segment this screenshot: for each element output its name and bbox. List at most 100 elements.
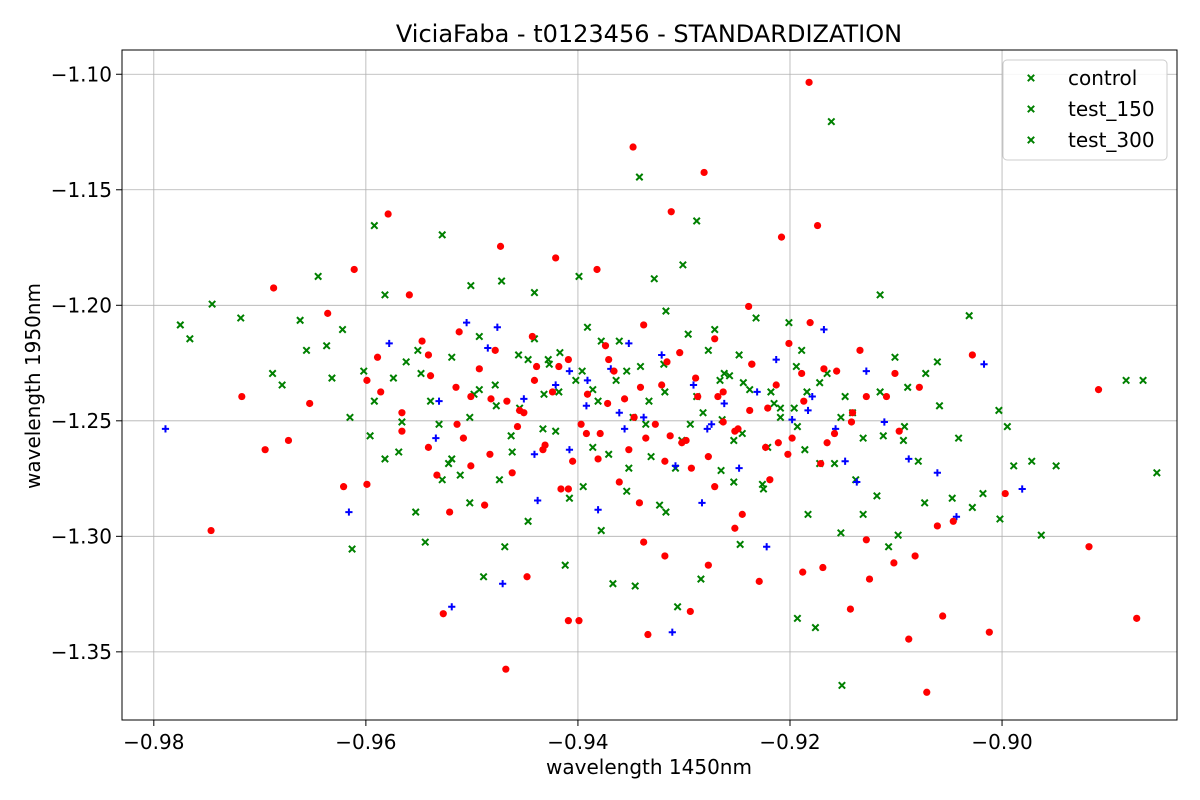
plus-point [763, 543, 771, 551]
x-point [994, 406, 1003, 415]
y-tick-label: −1.30 [51, 524, 112, 548]
x-point [426, 397, 435, 406]
x-point [622, 367, 631, 376]
x-point [641, 420, 650, 429]
x-point [588, 443, 597, 452]
dot-point [439, 610, 447, 618]
x-point [389, 374, 398, 382]
x-point [491, 381, 500, 389]
plus-point [448, 603, 456, 611]
x-point [725, 371, 734, 380]
x-point [635, 173, 644, 181]
dot-point [532, 362, 541, 371]
x-point [551, 427, 560, 436]
plus-point [841, 457, 849, 465]
x-point [891, 353, 899, 362]
grid [122, 50, 1177, 720]
dot-point [915, 383, 923, 391]
x-point [704, 346, 713, 355]
dot-point [555, 362, 563, 371]
dot-point [692, 374, 700, 382]
x-point [692, 217, 701, 225]
plus-point [565, 367, 574, 375]
dot-point [777, 233, 786, 241]
dot-point [593, 265, 601, 274]
x-point [735, 351, 744, 359]
dot-point [784, 450, 792, 458]
dot-point [324, 309, 332, 317]
dot-point [583, 390, 592, 398]
x-point [508, 448, 517, 456]
x-point [479, 572, 488, 581]
y-tick-label: −1.25 [51, 409, 112, 433]
x-point [579, 482, 588, 491]
series-unlabeled-3 [161, 319, 1026, 636]
dot-point [911, 552, 919, 560]
x-point [296, 316, 305, 325]
dot-point [865, 575, 874, 583]
dot-point [487, 395, 495, 403]
dot-point [424, 351, 433, 359]
plus-point [583, 376, 592, 384]
x-point [554, 388, 563, 396]
dot-point [799, 568, 807, 576]
x-point [236, 314, 245, 322]
y-tick-label: −1.35 [51, 640, 112, 664]
dot-point [846, 605, 855, 613]
plus-point [493, 323, 501, 331]
plus-point [565, 446, 574, 454]
x-point [758, 480, 767, 489]
x-point [465, 498, 474, 507]
dot-point [719, 388, 727, 396]
dot-point [766, 476, 774, 484]
dot-point [856, 346, 864, 354]
x-point [268, 369, 277, 378]
dot-point [700, 168, 708, 177]
dot-point [663, 358, 671, 366]
x-point [776, 413, 785, 422]
dot-point [398, 409, 406, 417]
x-point [793, 614, 802, 623]
x-point [1037, 531, 1046, 540]
legend-marker-test-150 [1027, 105, 1035, 113]
x-tick-label: −0.92 [759, 730, 820, 754]
dot-point [719, 418, 727, 426]
dot-point [686, 607, 694, 616]
dot-point [635, 499, 644, 507]
dot-point [582, 429, 591, 438]
x-point [394, 448, 403, 456]
x-point [539, 424, 547, 433]
x-point [571, 376, 580, 385]
dot-point [772, 381, 780, 389]
dot-point [817, 459, 825, 468]
x-point [465, 413, 474, 422]
dot-point [1094, 386, 1103, 394]
x-point [900, 422, 909, 431]
x-point [876, 388, 885, 396]
x-point [413, 346, 422, 355]
dot-point [508, 469, 516, 477]
x-point [903, 383, 912, 392]
y-tick-label: −1.15 [51, 178, 112, 202]
x-point [366, 431, 375, 440]
x-point [438, 475, 447, 484]
data-points [161, 78, 1161, 696]
dot-point [340, 483, 348, 491]
x-point [948, 494, 957, 503]
plus-point [772, 355, 780, 364]
x-point [575, 272, 583, 281]
x-point [348, 545, 356, 553]
x-point [588, 385, 597, 394]
dot-point [748, 360, 756, 368]
x-point [914, 457, 923, 466]
axis-ticks: −0.98 −0.96 −0.94 −0.92 −0.90 −1.10 −1.15 −1.20… [51, 62, 1033, 754]
dot-point [830, 429, 839, 438]
plus-point [671, 462, 680, 470]
x-point [776, 404, 785, 413]
x-point [790, 404, 799, 413]
x-point [954, 434, 963, 443]
x-point [185, 334, 194, 343]
dot-point [704, 453, 712, 461]
y-axis-label: wavelength 1950nm [21, 283, 45, 489]
x-point [302, 346, 311, 355]
